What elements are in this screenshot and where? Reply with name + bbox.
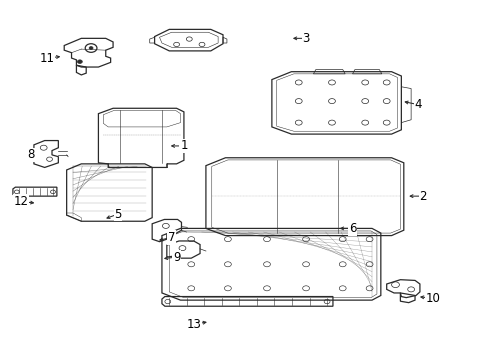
- Text: 8: 8: [27, 148, 35, 161]
- Text: 6: 6: [349, 222, 356, 235]
- Text: 7: 7: [168, 231, 175, 244]
- Text: 12: 12: [14, 195, 29, 208]
- Circle shape: [89, 46, 93, 49]
- Text: 5: 5: [114, 208, 122, 221]
- Circle shape: [77, 60, 82, 63]
- Text: 13: 13: [186, 318, 201, 331]
- Text: 11: 11: [40, 51, 54, 64]
- Text: 2: 2: [419, 190, 427, 203]
- Text: 3: 3: [302, 32, 310, 45]
- Text: 10: 10: [426, 292, 441, 305]
- Text: 9: 9: [173, 251, 180, 264]
- Text: 4: 4: [415, 98, 422, 111]
- Text: 1: 1: [180, 139, 188, 152]
